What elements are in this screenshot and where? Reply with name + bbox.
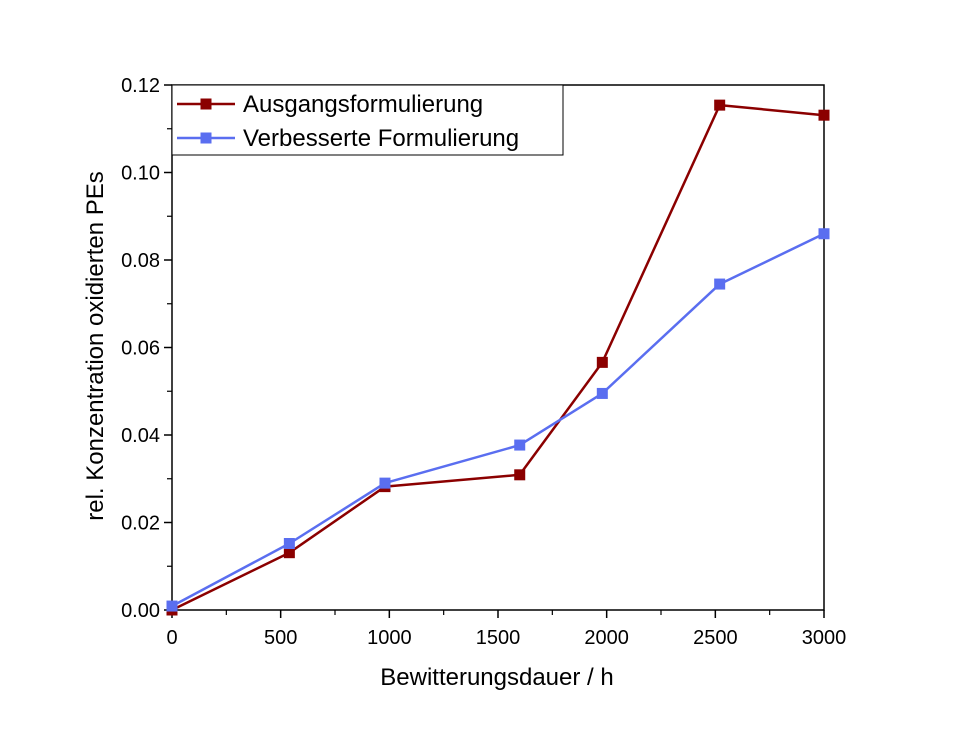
x-tick-label: 1500 xyxy=(476,627,521,649)
y-axis-title: rel. Konzentration oxidierten PEs xyxy=(82,171,109,521)
series-1-point xyxy=(283,547,295,559)
y-tick-label: 0.10 xyxy=(121,163,160,185)
series-1-point xyxy=(714,99,726,111)
y-tick-label: 0.02 xyxy=(121,513,160,535)
series-2-point xyxy=(714,278,726,290)
series-1-point xyxy=(514,469,526,481)
x-tick-label: 0 xyxy=(166,627,177,649)
plot-series xyxy=(166,99,830,616)
legend-box xyxy=(171,84,564,156)
plot-frame xyxy=(171,84,825,611)
axes: 0 500 1000 1500 2000 2500 3000 0.00 0.02 0.04 0.06… xyxy=(121,75,846,649)
legend-label-1: Ausgangsformulierung xyxy=(243,91,483,118)
x-tick-label: 500 xyxy=(264,627,297,649)
y-tick-label: 0.00 xyxy=(121,600,160,622)
legend-marker-1 xyxy=(200,98,212,110)
legend: Ausgangsformulierung Verbesserte Formulie… xyxy=(171,84,564,156)
y-tick-label: 0.08 xyxy=(121,250,160,272)
series-1-point xyxy=(596,356,608,368)
series-2-point xyxy=(166,600,178,612)
series-2-point xyxy=(596,387,608,399)
series-2-point xyxy=(514,439,526,451)
series-line-1 xyxy=(171,103,825,612)
series-2-point xyxy=(283,538,295,549)
series-2-point xyxy=(379,477,391,489)
series-2-point xyxy=(818,228,830,240)
x-axis-title: Bewitterungsdauer / h xyxy=(380,664,613,691)
x-tick-label: 3000 xyxy=(802,627,847,649)
y-tick-label: 0.04 xyxy=(121,425,160,447)
legend-label-2: Verbesserte Formulierung xyxy=(243,125,519,152)
legend-marker-2 xyxy=(200,132,212,144)
y-tick-label: 0.12 xyxy=(121,75,160,97)
series-line-2 xyxy=(171,232,825,608)
x-tick-label: 1000 xyxy=(367,627,412,649)
x-tick-label: 2000 xyxy=(584,627,629,649)
y-tick-label: 0.06 xyxy=(121,338,160,360)
series-1-point xyxy=(818,109,830,121)
x-tick-label: 2500 xyxy=(693,627,738,649)
